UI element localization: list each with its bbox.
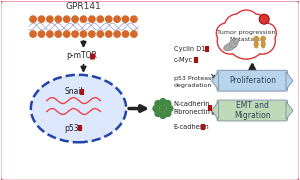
Polygon shape [286, 102, 293, 120]
Circle shape [259, 14, 269, 24]
Circle shape [55, 31, 61, 37]
Circle shape [260, 36, 266, 41]
Text: p53 Proteasomal
degradation: p53 Proteasomal degradation [174, 76, 227, 87]
Text: Snail: Snail [64, 87, 83, 96]
Circle shape [160, 105, 166, 111]
FancyBboxPatch shape [217, 100, 287, 121]
Circle shape [47, 16, 53, 22]
Circle shape [89, 31, 95, 37]
Circle shape [30, 31, 36, 37]
Circle shape [89, 16, 95, 22]
Circle shape [155, 101, 161, 107]
Circle shape [72, 16, 78, 22]
Text: N-cadherin
Fibronectin: N-cadherin Fibronectin [174, 100, 211, 114]
Circle shape [106, 31, 112, 37]
Text: Tumor progression
Metastasis: Tumor progression Metastasis [217, 30, 275, 42]
Polygon shape [286, 72, 293, 90]
Circle shape [122, 16, 129, 22]
Ellipse shape [224, 43, 235, 51]
Circle shape [153, 105, 159, 111]
Circle shape [122, 31, 129, 37]
Circle shape [257, 24, 276, 42]
Circle shape [218, 29, 243, 53]
Text: c-Myc: c-Myc [174, 57, 193, 63]
Circle shape [72, 31, 78, 37]
Circle shape [55, 16, 61, 22]
Circle shape [97, 16, 103, 22]
Ellipse shape [31, 75, 126, 142]
Circle shape [225, 15, 250, 40]
Circle shape [165, 101, 171, 107]
Circle shape [114, 16, 120, 22]
Text: Proliferation: Proliferation [229, 76, 276, 85]
Circle shape [47, 31, 53, 37]
Ellipse shape [261, 40, 266, 48]
Text: EMT and
Migration: EMT and Migration [234, 101, 271, 120]
Circle shape [97, 31, 103, 37]
Circle shape [38, 31, 45, 37]
Circle shape [38, 16, 45, 22]
Circle shape [64, 31, 70, 37]
Text: p-mTOR: p-mTOR [67, 51, 98, 60]
Circle shape [230, 40, 237, 48]
Circle shape [160, 99, 166, 105]
Circle shape [165, 111, 171, 116]
Circle shape [155, 111, 161, 116]
Text: GPR141: GPR141 [66, 2, 101, 11]
Circle shape [114, 31, 120, 37]
Circle shape [167, 105, 173, 111]
Circle shape [243, 15, 268, 40]
Circle shape [80, 16, 87, 22]
Circle shape [160, 112, 166, 118]
FancyBboxPatch shape [217, 70, 287, 91]
Circle shape [64, 16, 70, 22]
Text: E-cadherin: E-cadherin [174, 124, 210, 130]
Circle shape [106, 16, 112, 22]
Circle shape [227, 20, 266, 58]
Circle shape [254, 36, 259, 41]
Ellipse shape [254, 40, 259, 48]
Circle shape [234, 11, 259, 36]
Circle shape [217, 24, 236, 42]
Polygon shape [212, 72, 218, 90]
Circle shape [131, 16, 137, 22]
Circle shape [80, 31, 87, 37]
Text: p53: p53 [64, 124, 79, 133]
Circle shape [250, 29, 274, 53]
Circle shape [131, 31, 137, 37]
Polygon shape [212, 102, 218, 120]
Circle shape [234, 39, 239, 44]
Circle shape [30, 16, 36, 22]
Text: Cyclin D1: Cyclin D1 [174, 46, 205, 52]
